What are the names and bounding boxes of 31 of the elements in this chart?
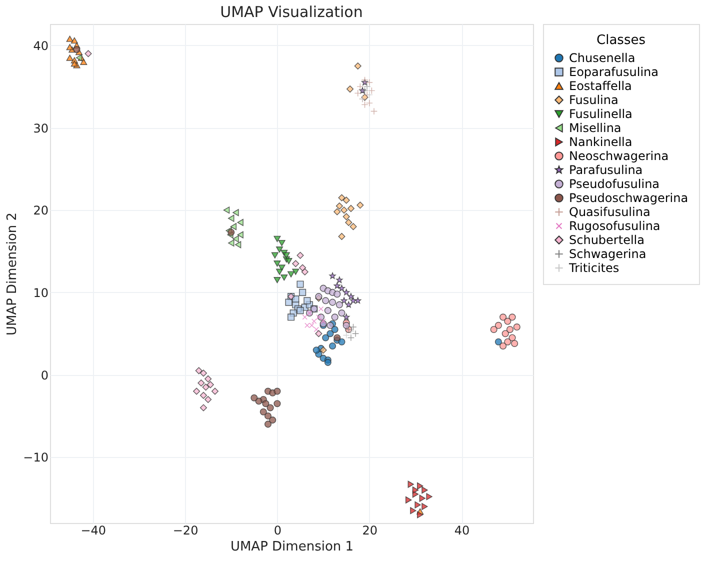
chart-title: UMAP Visualization [220,3,363,21]
legend-title: Classes [596,33,646,48]
legend-label: Eoparafusulina [569,65,658,79]
legend-label: Triticites [568,261,620,275]
legend-label: Pseudofusulina [569,177,660,191]
legend-label: Nankinella [569,135,632,149]
x-tick-label: 20 [362,524,378,538]
x-tick-label: −20 [172,524,198,538]
legend-label: Misellina [569,121,622,135]
legend-label: Fusulina [569,93,618,107]
legend-label: Schubertella [569,233,644,247]
y-tick-label: 10 [33,286,48,300]
y-tick-label: −10 [23,450,48,465]
y-tick-label: 0 [40,368,48,382]
y-axis-title: UMAP Dimension 2 [5,212,20,336]
legend-label: Chusenella [569,51,636,65]
legend-label: Quasifusulina [569,205,650,219]
y-tick-label: 30 [33,121,48,136]
y-tick-label: 40 [33,38,48,53]
legend-label: Rugosofusulina [569,219,660,233]
x-tick-label: 40 [454,524,470,538]
x-axis-title: UMAP Dimension 1 [230,540,354,554]
legend-label: Pseudoschwagerina [569,191,688,205]
legend-label: Parafusulina [569,163,643,177]
x-tick-label: 0 [274,524,282,538]
legend-label: Eostaffella [569,79,632,93]
legend-label: Fusulinella [569,107,632,121]
legend-label: Schwagerina [569,247,646,261]
y-tick-label: 20 [33,204,48,218]
legend-label: Neoschwagerina [569,149,669,163]
x-tick-label: −40 [80,524,106,538]
